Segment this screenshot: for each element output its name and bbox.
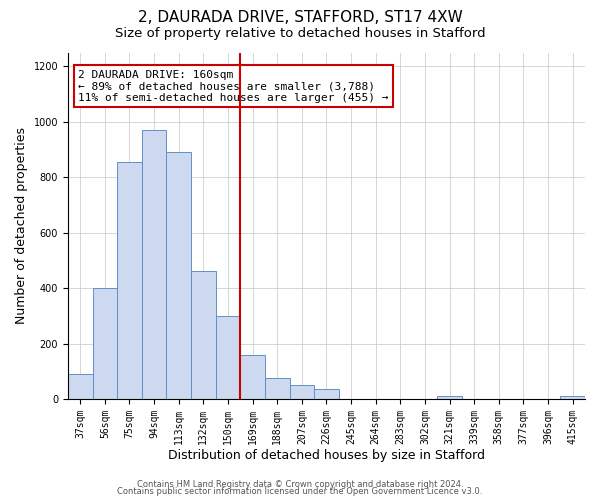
- Bar: [437, 396, 462, 399]
- Bar: [314, 390, 339, 399]
- Bar: [240, 354, 265, 399]
- Y-axis label: Number of detached properties: Number of detached properties: [15, 127, 28, 324]
- Text: 2, DAURADA DRIVE, STAFFORD, ST17 4XW: 2, DAURADA DRIVE, STAFFORD, ST17 4XW: [137, 10, 463, 25]
- Text: Contains public sector information licensed under the Open Government Licence v3: Contains public sector information licen…: [118, 487, 482, 496]
- Bar: [68, 374, 92, 399]
- Bar: [142, 130, 166, 399]
- Text: Contains HM Land Registry data © Crown copyright and database right 2024.: Contains HM Land Registry data © Crown c…: [137, 480, 463, 489]
- Text: Size of property relative to detached houses in Stafford: Size of property relative to detached ho…: [115, 28, 485, 40]
- Bar: [265, 378, 290, 399]
- Bar: [92, 288, 117, 399]
- Bar: [166, 152, 191, 399]
- Text: 2 DAURADA DRIVE: 160sqm
← 89% of detached houses are smaller (3,788)
11% of semi: 2 DAURADA DRIVE: 160sqm ← 89% of detache…: [78, 70, 389, 103]
- Bar: [117, 162, 142, 399]
- Bar: [215, 316, 240, 399]
- Bar: [290, 384, 314, 399]
- X-axis label: Distribution of detached houses by size in Stafford: Distribution of detached houses by size …: [168, 450, 485, 462]
- Bar: [560, 396, 585, 399]
- Bar: [191, 272, 215, 399]
